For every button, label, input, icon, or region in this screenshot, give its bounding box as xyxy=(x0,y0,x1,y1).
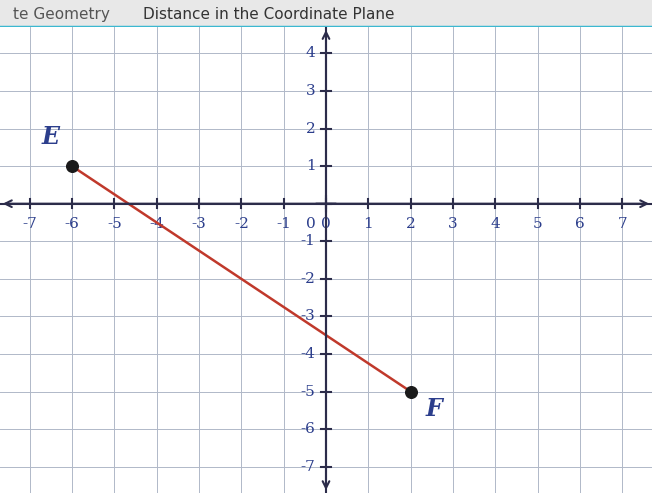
Text: -7: -7 xyxy=(301,459,316,474)
Text: -2: -2 xyxy=(301,272,316,286)
Text: -5: -5 xyxy=(107,217,122,231)
Text: 6: 6 xyxy=(575,217,585,231)
Text: 1: 1 xyxy=(363,217,373,231)
Text: 5: 5 xyxy=(533,217,542,231)
Text: -4: -4 xyxy=(149,217,164,231)
Point xyxy=(67,162,77,170)
Text: -2: -2 xyxy=(234,217,249,231)
Text: -7: -7 xyxy=(22,217,37,231)
Text: 0: 0 xyxy=(306,217,316,231)
Text: -1: -1 xyxy=(276,217,291,231)
Text: 2: 2 xyxy=(406,217,415,231)
Text: -3: -3 xyxy=(301,310,316,323)
Text: 3: 3 xyxy=(448,217,458,231)
Text: 4: 4 xyxy=(490,217,500,231)
Text: -5: -5 xyxy=(301,385,316,398)
Text: 7: 7 xyxy=(617,217,627,231)
Text: -6: -6 xyxy=(65,217,80,231)
Text: -3: -3 xyxy=(192,217,207,231)
Text: te Geometry: te Geometry xyxy=(13,7,110,22)
Text: 0: 0 xyxy=(321,217,331,231)
Text: -4: -4 xyxy=(301,347,316,361)
Text: 3: 3 xyxy=(306,84,316,98)
Text: 2: 2 xyxy=(306,122,316,136)
Text: Distance in the Coordinate Plane: Distance in the Coordinate Plane xyxy=(143,7,395,22)
Text: 1: 1 xyxy=(306,159,316,173)
Text: -1: -1 xyxy=(301,234,316,248)
Text: -6: -6 xyxy=(301,422,316,436)
Point xyxy=(406,387,416,395)
Text: F: F xyxy=(426,397,442,421)
Text: 4: 4 xyxy=(306,46,316,61)
Text: E: E xyxy=(42,125,60,149)
